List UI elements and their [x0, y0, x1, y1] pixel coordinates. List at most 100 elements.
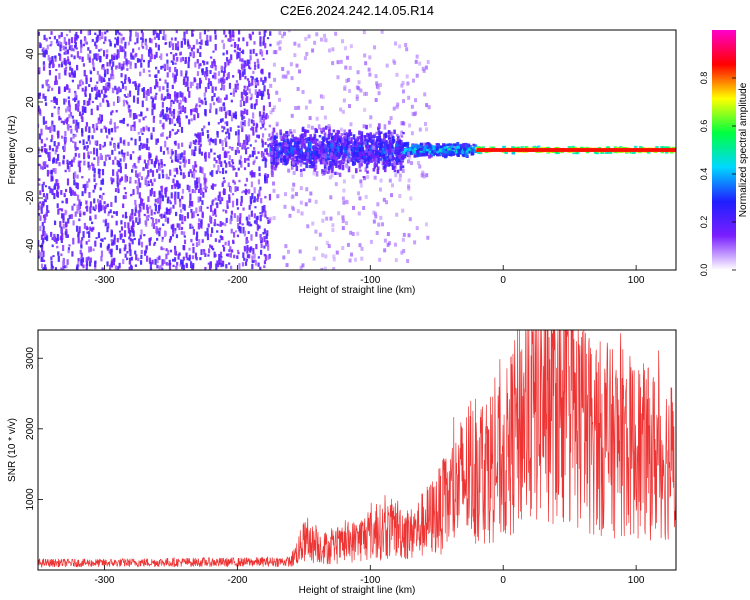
- spectrogram-cell: [129, 36, 132, 42]
- spectrogram-cell: [252, 112, 255, 119]
- spectrogram-cell: [92, 248, 95, 252]
- spectrogram-cell: [78, 218, 81, 222]
- spectrogram-cell: [265, 113, 268, 116]
- spectrogram-cell: [162, 115, 165, 120]
- spectrogram-cell: [123, 55, 127, 59]
- spectrogram-cell: [129, 111, 132, 118]
- spectrogram-cell: [314, 229, 318, 234]
- spectrogram-cell: [84, 145, 87, 149]
- spectrogram-cell: [245, 177, 249, 182]
- spectrogram-cell: [134, 250, 137, 255]
- spectrogram-cell: [206, 69, 209, 77]
- spectrogram-cell: [126, 67, 129, 71]
- spectrogram-cell: [87, 30, 90, 36]
- spectrogram-cell: [166, 88, 169, 93]
- spectrogram-cell: [178, 183, 181, 189]
- spectrogram-cell: [225, 50, 229, 55]
- spectrogram-cell: [225, 209, 228, 214]
- spectrogram-cell: [66, 162, 69, 170]
- spectrogram-cell: [170, 112, 173, 117]
- spectrogram-cell: [40, 206, 43, 214]
- spectrogram-cell: [110, 177, 113, 181]
- spectrogram-cell: [201, 211, 204, 218]
- spectrogram-cell: [217, 260, 220, 268]
- spectrogram-cell: [158, 265, 161, 270]
- spectrogram-cell: [62, 260, 65, 267]
- spectrogram-cell: [193, 172, 196, 179]
- spectrogram-cell: [275, 152, 278, 158]
- spectrogram-cell: [376, 151, 380, 156]
- spectrogram-cell: [383, 167, 387, 173]
- spectrogram-cell: [339, 107, 343, 112]
- spectrogram-cell: [181, 195, 184, 200]
- spectrogram-cell: [347, 166, 351, 173]
- spectrogram-cell: [255, 243, 258, 250]
- spectrogram-cell: [265, 176, 269, 184]
- spectrogram-cell: [373, 133, 377, 138]
- spectrogram-cell: [344, 199, 348, 204]
- spectrogram-cell: [192, 263, 195, 269]
- spectrogram-cell: [55, 41, 59, 45]
- spectrogram-cell: [358, 145, 362, 149]
- spectrogram-cell: [95, 88, 98, 91]
- spectrogram-cell: [249, 154, 252, 158]
- spectrogram-cell: [64, 98, 67, 103]
- spectrogram-cell: [128, 260, 131, 265]
- spectrogram-cell: [169, 262, 172, 265]
- spectrogram-cell: [264, 160, 267, 168]
- spectrogram-cell: [231, 159, 234, 163]
- spectrogram-cell: [204, 86, 208, 93]
- spectrogram-cell: [165, 253, 168, 260]
- spectrogram-cell: [244, 261, 248, 266]
- spectrogram-cell: [269, 137, 273, 140]
- spectrogram-cell: [310, 150, 314, 156]
- spectrogram-cell: [71, 190, 74, 196]
- spectrogram-cell: [120, 66, 123, 71]
- spectrogram-cell: [256, 123, 259, 128]
- spectrogram-cell: [455, 146, 459, 149]
- spectrogram-cell: [660, 146, 664, 149]
- spectrogram-cell: [310, 164, 314, 169]
- spectrogram-cell: [140, 241, 144, 248]
- spectrogram-cell: [338, 139, 342, 143]
- spectrogram-cell: [107, 222, 110, 229]
- spectrogram-cell: [312, 140, 316, 144]
- spectrogram-cell: [130, 213, 133, 217]
- spectrogram-cell: [262, 36, 265, 43]
- spectrogram-cell: [130, 53, 133, 60]
- spectrogram-cell: [272, 216, 276, 221]
- spectrogram-cell: [352, 146, 356, 153]
- spectrogram-cell: [116, 159, 119, 166]
- spectrogram-cell: [369, 157, 372, 161]
- spectrogram-cell: [179, 57, 183, 63]
- spectrogram-cell: [71, 115, 74, 119]
- spectrogram-cell: [264, 128, 267, 131]
- spectrogram-cell: [426, 60, 430, 65]
- spectrogram-cell: [140, 199, 144, 207]
- spectrogram-cell: [189, 141, 192, 147]
- spectrogram-cell: [204, 100, 207, 106]
- spectrogram-cell: [122, 118, 125, 124]
- spectrogram-cell: [138, 114, 141, 117]
- spectrogram-cell: [134, 179, 137, 184]
- spectrogram-cell: [119, 45, 122, 52]
- spectrogram-cell: [618, 146, 623, 149]
- spectrogram-cell: [301, 162, 304, 165]
- spectrogram-cell: [204, 266, 207, 270]
- spectrogram-cell: [77, 107, 80, 112]
- spectrogram-cell: [383, 151, 387, 155]
- spectrogram-cell: [159, 146, 163, 152]
- spectrogram-cell: [401, 208, 405, 213]
- spectrogram-cell: [279, 129, 282, 134]
- spectrogram-cell: [291, 187, 295, 192]
- spectrogram-cell: [65, 66, 68, 69]
- spectrogram-cell: [65, 84, 69, 90]
- spectrogram-cell: [216, 131, 219, 138]
- spectrogram-cell: [222, 246, 226, 252]
- spectrogram-cell: [41, 166, 44, 171]
- spectrogram-cell: [196, 83, 199, 90]
- spectrogram-cell: [249, 144, 252, 147]
- spectrogram-cell: [158, 173, 161, 179]
- spectrogram-cell: [163, 259, 166, 265]
- spectrogram-cell: [281, 143, 285, 149]
